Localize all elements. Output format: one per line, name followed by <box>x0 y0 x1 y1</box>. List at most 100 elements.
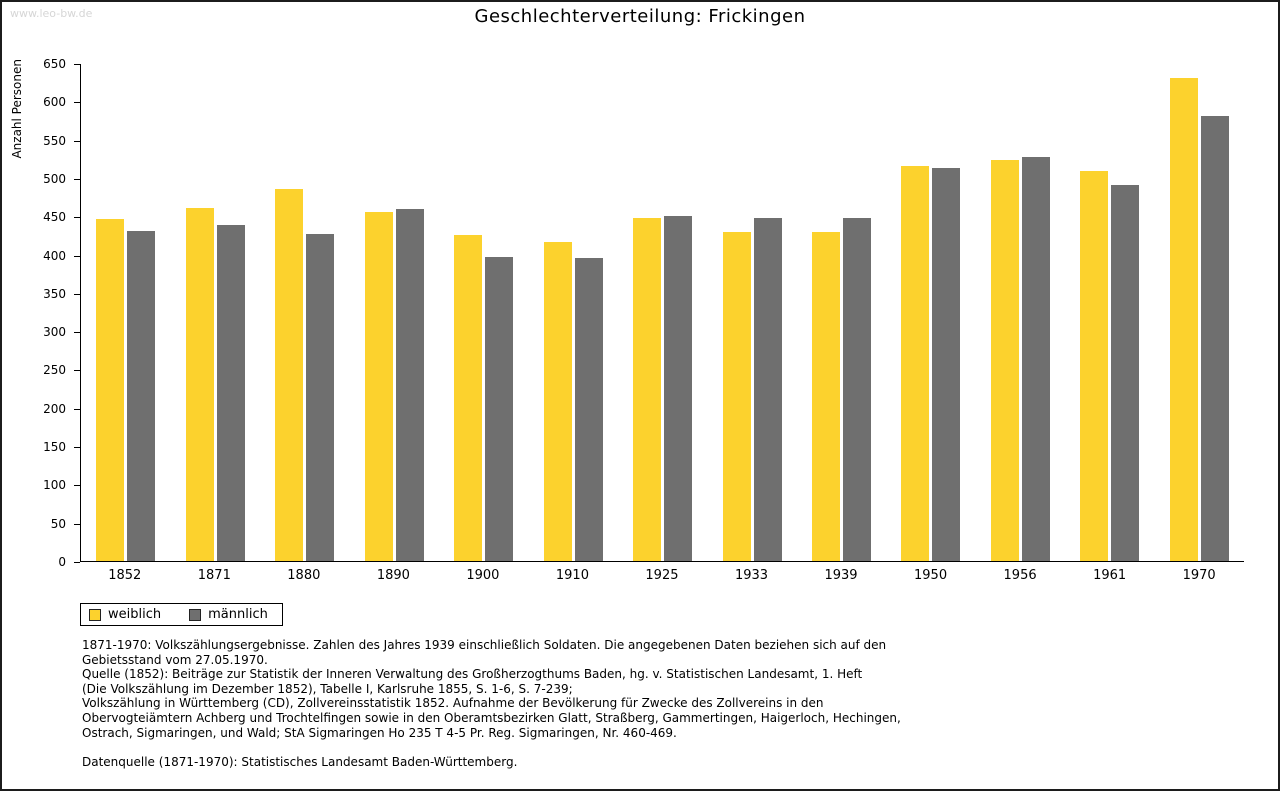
bar-männlich-1890 <box>395 208 424 561</box>
y-tick-mark <box>74 140 80 142</box>
x-tick-label: 1880 <box>287 568 321 583</box>
bar-group-1890 <box>349 64 438 561</box>
y-tick-label: 500 <box>43 171 66 186</box>
legend-swatch-maennlich <box>189 608 202 621</box>
legend-swatch-weiblich <box>89 608 101 621</box>
y-tick-mark <box>74 255 80 257</box>
footer-line: Datenquelle (1871-1970): Statistisches L… <box>82 754 518 769</box>
y-tick-label: 450 <box>43 210 66 225</box>
y-tick-label: 600 <box>43 95 66 110</box>
y-tick-mark <box>74 332 80 334</box>
bar-group-1925 <box>618 64 707 561</box>
y-tick-label: 550 <box>43 133 66 148</box>
bar-männlich-1950 <box>932 167 961 561</box>
bar-group-1880 <box>260 64 349 561</box>
y-tick-label: 150 <box>43 440 66 455</box>
bar-männlich-1933 <box>753 217 782 561</box>
legend-item-maennlich: männlich <box>189 607 268 622</box>
bar-männlich-1961 <box>1111 184 1140 561</box>
x-tick-label: 1925 <box>645 568 679 583</box>
x-tick-label: 1900 <box>466 568 500 583</box>
x-tick-label: 1950 <box>914 568 948 583</box>
y-tick-mark <box>74 64 80 65</box>
x-tick-label: 1970 <box>1182 568 1216 583</box>
y-tick-mark <box>74 293 80 295</box>
bar-weiblich-1961 <box>1080 171 1109 561</box>
bar-männlich-1880 <box>306 233 335 561</box>
page-title: Geschlechterverteilung: Frickingen <box>474 6 806 27</box>
bar-group-1933 <box>707 64 796 561</box>
y-tick-label: 100 <box>43 478 66 493</box>
source-notes: 1871-1970: Volkszählungsergebnisse. Zahl… <box>82 638 901 769</box>
bar-group-1910 <box>528 64 617 561</box>
bar-group-1950 <box>886 64 975 561</box>
x-tick-label: 1890 <box>376 568 410 583</box>
x-tick-label: 1961 <box>1093 568 1127 583</box>
bar-weiblich-1890 <box>364 211 393 561</box>
bar-group-1970 <box>1155 64 1244 561</box>
y-tick-mark <box>74 370 80 372</box>
y-tick-mark <box>74 408 80 410</box>
bar-weiblich-1871 <box>185 207 214 561</box>
x-tick-label: 1956 <box>1003 568 1037 583</box>
footer-line: Ostrach, Sigmaringen, und Wald; StA Sigm… <box>82 725 677 740</box>
y-axis: 0 50 100 150 200 250 300 350 400 450 500 550 600 650 <box>2 58 80 568</box>
bar-group-1939 <box>797 64 886 561</box>
watermark: www.leo-bw.de <box>10 7 93 20</box>
x-tick-label: 1871 <box>197 568 231 583</box>
plot-area <box>80 64 1244 562</box>
bar-weiblich-1880 <box>275 189 304 561</box>
legend-item-weiblich: weiblich <box>89 607 161 622</box>
x-tick-label: 1910 <box>555 568 589 583</box>
y-tick-mark <box>74 562 80 563</box>
bar-männlich-1956 <box>1021 157 1050 561</box>
footer-line: Quelle (1852): Beiträge zur Statistik de… <box>82 667 863 682</box>
bar-männlich-1910 <box>574 258 603 561</box>
footer-line <box>82 740 901 755</box>
bar-weiblich-1852 <box>96 218 125 561</box>
bar-männlich-1970 <box>1200 115 1229 561</box>
y-tick-label: 350 <box>43 286 66 301</box>
bar-group-1852 <box>81 64 170 561</box>
footer-line: (Die Volkszählung im Dezember 1852), Tab… <box>82 681 573 696</box>
bar-weiblich-1910 <box>543 241 572 561</box>
footer-line: Obervogteiämtern Achberg und Trochtelfin… <box>82 710 901 725</box>
y-tick-label: 650 <box>43 57 66 71</box>
y-tick-label: 400 <box>43 248 66 263</box>
bar-group-1900 <box>439 64 528 561</box>
bar-weiblich-1956 <box>990 160 1019 561</box>
bar-männlich-1900 <box>485 256 514 561</box>
y-tick-mark <box>74 485 80 487</box>
bar-weiblich-1925 <box>633 217 662 561</box>
bar-weiblich-1900 <box>454 234 483 561</box>
legend-label-weiblich: weiblich <box>108 607 162 622</box>
bar-weiblich-1933 <box>722 231 751 561</box>
x-axis: 1852 1871 1880 1890 1900 1910 1925 1933 1939 1950… <box>80 568 1244 583</box>
y-tick-label: 200 <box>43 401 66 416</box>
bar-männlich-1852 <box>127 230 156 561</box>
bar-weiblich-1950 <box>901 165 930 561</box>
bar-männlich-1939 <box>842 217 871 561</box>
y-tick-label: 0 <box>58 555 66 569</box>
y-tick-label: 250 <box>43 363 66 378</box>
bar-weiblich-1970 <box>1169 78 1198 561</box>
bar-männlich-1871 <box>216 225 245 561</box>
y-tick-mark <box>74 217 80 219</box>
bar-group-1871 <box>170 64 259 561</box>
y-tick-mark <box>74 102 80 104</box>
x-tick-label: 1852 <box>108 568 142 583</box>
bar-männlich-1925 <box>664 216 693 561</box>
footer-line: Gebietsstand vom 27.05.1970. <box>82 652 268 667</box>
legend-label-maennlich: männlich <box>208 607 268 622</box>
y-tick-label: 300 <box>43 325 66 340</box>
footer-line: Volkszählung in Württemberg (CD), Zollve… <box>82 696 824 711</box>
bar-group-1956 <box>976 64 1065 561</box>
x-tick-label: 1933 <box>734 568 769 583</box>
legend: weiblich männlich <box>80 603 283 626</box>
x-tick-label: 1939 <box>824 568 858 583</box>
y-tick-mark <box>74 523 80 525</box>
bar-weiblich-1939 <box>811 232 840 561</box>
bar-group-1961 <box>1065 64 1154 561</box>
y-tick-mark <box>74 178 80 180</box>
